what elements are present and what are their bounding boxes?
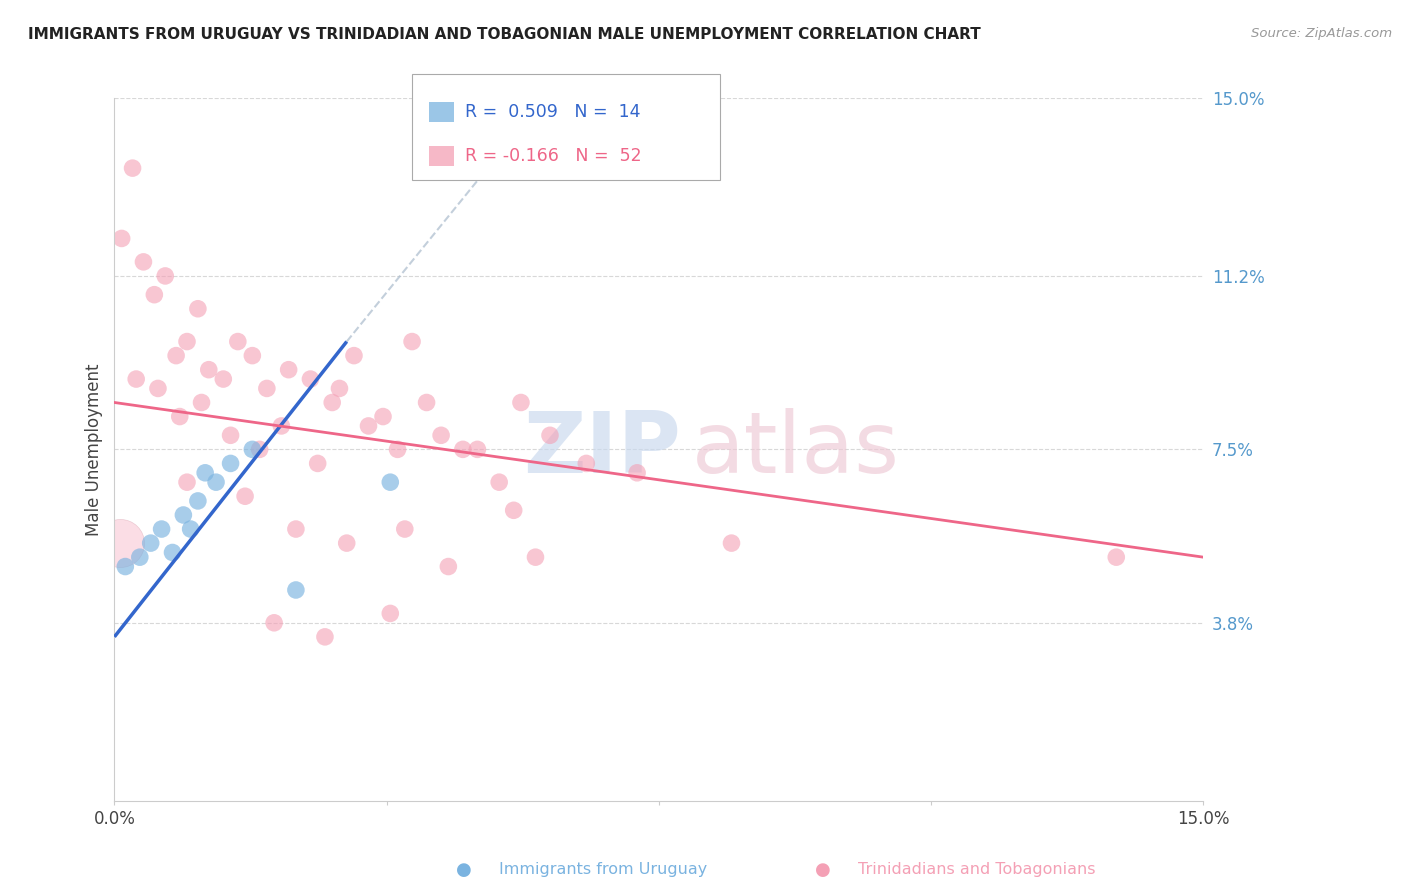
- Point: [299, 372, 322, 386]
- Point: [249, 442, 271, 457]
- Point: [307, 457, 329, 471]
- Point: [190, 395, 212, 409]
- Point: [437, 559, 460, 574]
- Point: [415, 395, 437, 409]
- Point: [155, 268, 177, 283]
- Point: [451, 442, 474, 457]
- Point: [394, 522, 416, 536]
- Text: Immigrants from Uruguay: Immigrants from Uruguay: [499, 863, 707, 877]
- Point: [111, 231, 134, 245]
- Point: [176, 475, 198, 490]
- Point: [172, 508, 194, 522]
- Point: [371, 409, 394, 424]
- Point: [284, 582, 307, 597]
- Point: [467, 442, 489, 457]
- Text: IMMIGRANTS FROM URUGUAY VS TRINIDADIAN AND TOBAGONIAN MALE UNEMPLOYMENT CORRELAT: IMMIGRANTS FROM URUGUAY VS TRINIDADIAN A…: [28, 27, 981, 42]
- Point: [180, 522, 202, 536]
- Text: ZIP: ZIP: [523, 408, 681, 491]
- Point: [510, 395, 533, 409]
- Point: [524, 550, 547, 565]
- Point: [277, 362, 299, 376]
- Point: [187, 494, 209, 508]
- Point: [240, 349, 263, 363]
- Text: Trinidadians and Tobagonians: Trinidadians and Tobagonians: [858, 863, 1095, 877]
- Point: [401, 334, 423, 349]
- Point: [1105, 550, 1128, 565]
- Point: [284, 522, 307, 536]
- Point: [387, 442, 409, 457]
- Point: [146, 381, 169, 395]
- Point: [139, 536, 162, 550]
- Text: atlas: atlas: [692, 408, 900, 491]
- Point: [121, 161, 143, 175]
- Point: [125, 372, 148, 386]
- Point: [176, 334, 198, 349]
- Point: [128, 550, 150, 565]
- Text: ●: ●: [814, 861, 831, 879]
- Point: [114, 559, 136, 574]
- Point: [233, 489, 256, 503]
- Point: [502, 503, 524, 517]
- Point: [336, 536, 359, 550]
- Point: [263, 615, 285, 630]
- Point: [321, 395, 343, 409]
- Point: [169, 409, 191, 424]
- Point: [132, 255, 155, 269]
- Point: [240, 442, 263, 457]
- Point: [575, 457, 598, 471]
- Point: [380, 475, 402, 490]
- Point: [165, 349, 187, 363]
- Point: [270, 418, 292, 433]
- Text: R = -0.166   N =  52: R = -0.166 N = 52: [465, 147, 643, 165]
- Point: [212, 372, 235, 386]
- Point: [205, 475, 228, 490]
- Point: [430, 428, 453, 442]
- Point: [343, 349, 366, 363]
- Point: [538, 428, 561, 442]
- Point: [143, 287, 166, 301]
- Text: R =  0.509   N =  14: R = 0.509 N = 14: [465, 103, 641, 120]
- Point: [162, 545, 184, 559]
- Point: [150, 522, 173, 536]
- Point: [328, 381, 350, 395]
- Point: [110, 536, 132, 550]
- Point: [226, 334, 249, 349]
- Point: [219, 428, 242, 442]
- Point: [357, 418, 380, 433]
- Point: [197, 362, 219, 376]
- Point: [488, 475, 510, 490]
- Point: [187, 301, 209, 316]
- Point: [626, 466, 648, 480]
- Point: [219, 457, 242, 471]
- Point: [720, 536, 742, 550]
- Text: ●: ●: [456, 861, 472, 879]
- Point: [256, 381, 278, 395]
- Point: [314, 630, 336, 644]
- Text: Source: ZipAtlas.com: Source: ZipAtlas.com: [1251, 27, 1392, 40]
- Point: [194, 466, 217, 480]
- Y-axis label: Male Unemployment: Male Unemployment: [86, 363, 103, 535]
- Point: [380, 607, 402, 621]
